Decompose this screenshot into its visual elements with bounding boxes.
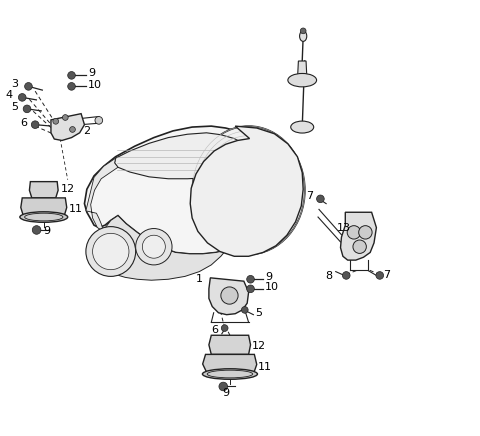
Polygon shape: [209, 335, 251, 354]
Circle shape: [70, 126, 75, 133]
Circle shape: [143, 235, 165, 258]
Circle shape: [317, 195, 324, 203]
Text: 9: 9: [43, 226, 50, 236]
Text: 6: 6: [212, 325, 218, 335]
Text: 12: 12: [252, 341, 266, 351]
Circle shape: [32, 226, 41, 234]
Text: 7: 7: [306, 191, 313, 201]
Polygon shape: [209, 278, 249, 315]
Circle shape: [219, 382, 228, 391]
Circle shape: [353, 240, 366, 253]
Text: 11: 11: [69, 204, 83, 215]
Text: 2: 2: [83, 126, 90, 136]
Text: 4: 4: [5, 89, 12, 99]
Text: 9: 9: [222, 388, 229, 398]
Ellipse shape: [192, 126, 305, 254]
Circle shape: [359, 226, 372, 239]
Text: 1: 1: [196, 274, 203, 284]
Circle shape: [68, 82, 75, 90]
Polygon shape: [51, 114, 84, 140]
Polygon shape: [86, 158, 118, 232]
Text: 6: 6: [20, 118, 27, 128]
Circle shape: [62, 115, 68, 120]
Circle shape: [342, 272, 350, 279]
Circle shape: [23, 105, 31, 112]
Circle shape: [221, 325, 228, 331]
Ellipse shape: [203, 369, 257, 379]
Circle shape: [247, 276, 254, 283]
Polygon shape: [29, 182, 58, 198]
Circle shape: [18, 94, 26, 101]
Polygon shape: [115, 133, 254, 179]
Text: 9: 9: [265, 272, 272, 283]
Circle shape: [68, 72, 75, 79]
Circle shape: [347, 226, 360, 239]
Text: 13: 13: [336, 222, 351, 232]
Ellipse shape: [20, 212, 68, 222]
Circle shape: [241, 307, 248, 313]
Text: 3: 3: [11, 79, 18, 89]
Circle shape: [247, 285, 254, 293]
Circle shape: [93, 233, 129, 270]
Circle shape: [53, 119, 59, 124]
Polygon shape: [190, 126, 303, 256]
Ellipse shape: [291, 121, 314, 133]
Circle shape: [376, 272, 384, 279]
Polygon shape: [21, 198, 67, 217]
Text: 10: 10: [88, 80, 102, 90]
Circle shape: [221, 287, 238, 304]
Polygon shape: [340, 212, 376, 260]
Circle shape: [95, 116, 103, 124]
Polygon shape: [298, 61, 307, 80]
Text: 5: 5: [255, 308, 262, 318]
Circle shape: [136, 228, 172, 265]
Text: 11: 11: [258, 362, 272, 372]
Circle shape: [300, 28, 306, 34]
Text: 7: 7: [383, 270, 390, 280]
Text: 8: 8: [325, 271, 332, 281]
Text: 12: 12: [60, 184, 75, 194]
Circle shape: [31, 121, 39, 129]
Ellipse shape: [288, 73, 317, 87]
Ellipse shape: [207, 370, 252, 378]
Text: 9: 9: [88, 68, 95, 78]
Ellipse shape: [24, 213, 63, 221]
Circle shape: [24, 82, 32, 90]
Circle shape: [86, 227, 136, 276]
Polygon shape: [99, 216, 230, 280]
Ellipse shape: [300, 31, 307, 41]
Text: 10: 10: [265, 283, 279, 293]
Polygon shape: [203, 354, 257, 374]
Text: 5: 5: [11, 102, 18, 112]
Polygon shape: [84, 126, 275, 254]
